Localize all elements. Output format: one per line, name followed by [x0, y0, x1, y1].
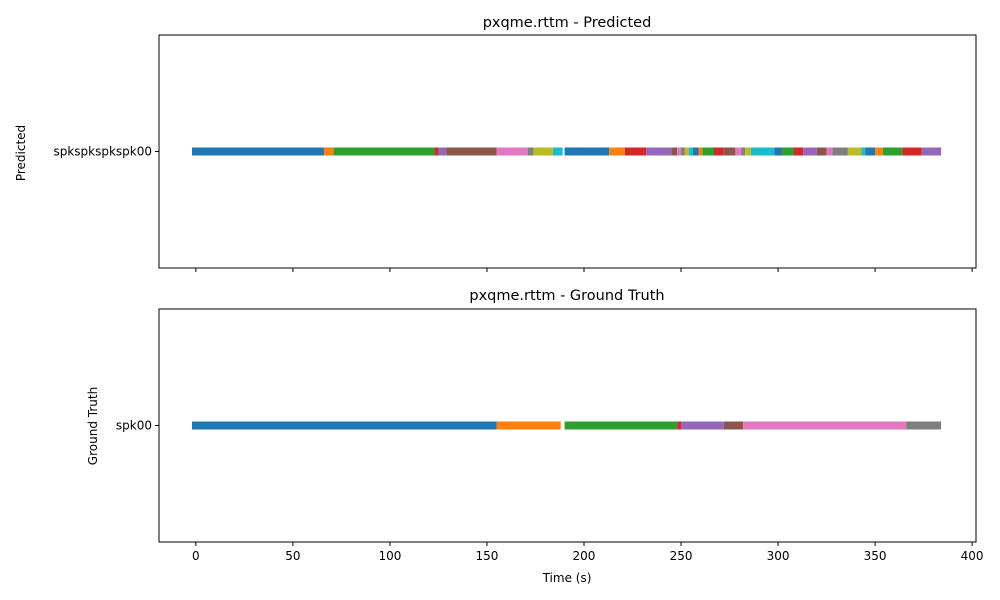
segment-4 [438, 147, 447, 156]
segment-17 [684, 147, 689, 156]
segment-0 [191, 147, 324, 156]
segment-21 [702, 147, 715, 156]
ground-truth-panel: pxqme.rttm - Ground Truth Ground Truth s… [86, 288, 984, 585]
segment-26 [745, 147, 751, 156]
segment-34 [832, 147, 848, 156]
segment-27 [750, 147, 775, 156]
segment-36 [861, 147, 866, 156]
segment-12 [624, 147, 647, 156]
xtick-label: 0 [192, 549, 200, 563]
segment-31 [803, 147, 817, 156]
segment-16 [681, 147, 685, 156]
x-axis-label: Time (s) [542, 571, 592, 585]
segment-11 [609, 147, 625, 156]
segment-2 [333, 147, 435, 156]
segment-38 [875, 147, 883, 156]
segment-3 [434, 147, 439, 156]
segment-2 [564, 421, 678, 430]
segment-33 [826, 147, 833, 156]
segment-5 [446, 147, 497, 156]
ground-truth-title: pxqme.rttm - Ground Truth [469, 288, 664, 304]
segment-7 [527, 147, 534, 156]
segment-41 [921, 147, 942, 156]
segment-3 [677, 421, 682, 430]
ytick-label: spkspkspkspk00 [53, 145, 152, 159]
segment-28 [774, 147, 782, 156]
predicted-segments [191, 147, 942, 156]
ground-truth-plot-frame [158, 308, 977, 543]
segment-7 [906, 421, 942, 430]
segment-14 [671, 147, 678, 156]
segment-1 [323, 147, 334, 156]
segment-18 [688, 147, 693, 156]
predicted-panel: pxqme.rttm - Predicted Predicted spkspks… [14, 15, 977, 272]
segment-4 [681, 421, 724, 430]
segment-24 [735, 147, 742, 156]
predicted-xticks [195, 268, 973, 272]
predicted-ylabel: Predicted [14, 125, 28, 181]
segment-10 [564, 147, 610, 156]
segment-35 [847, 147, 862, 156]
xtick-label: 400 [961, 549, 984, 563]
ytick-label: spk00 [116, 419, 152, 433]
segment-0 [191, 421, 497, 430]
segment-23 [723, 147, 736, 156]
segment-25 [741, 147, 746, 156]
xtick-label: 50 [285, 549, 300, 563]
xtick-label: 200 [573, 549, 596, 563]
xtick-label: 250 [670, 549, 693, 563]
segment-8 [533, 147, 553, 156]
segment-15 [677, 147, 682, 156]
segment-1 [496, 421, 561, 430]
xtick-label: 100 [378, 549, 401, 563]
segment-6 [743, 421, 907, 430]
xtick-label: 350 [864, 549, 887, 563]
predicted-ytick-labels: spkspkspkspk00 [53, 145, 159, 159]
ground-truth-segments [191, 421, 942, 430]
segment-20 [698, 147, 703, 156]
segment-22 [714, 147, 724, 156]
segment-37 [865, 147, 876, 156]
segment-19 [692, 147, 699, 156]
segment-5 [723, 421, 744, 430]
segment-9 [552, 147, 563, 156]
segment-32 [816, 147, 827, 156]
segment-29 [781, 147, 794, 156]
segment-40 [902, 147, 922, 156]
ground-truth-ytick-labels: spk00 [116, 419, 159, 433]
segment-6 [496, 147, 528, 156]
predicted-plot-frame [158, 34, 977, 269]
segment-30 [793, 147, 804, 156]
ground-truth-xticks: 0 50 100 150 200 250 300 350 400 [192, 542, 984, 563]
segment-13 [646, 147, 672, 156]
xtick-label: 300 [767, 549, 790, 563]
segment-39 [882, 147, 903, 156]
ground-truth-ylabel: Ground Truth [86, 387, 100, 465]
xtick-label: 150 [476, 549, 499, 563]
predicted-title: pxqme.rttm - Predicted [483, 15, 652, 31]
